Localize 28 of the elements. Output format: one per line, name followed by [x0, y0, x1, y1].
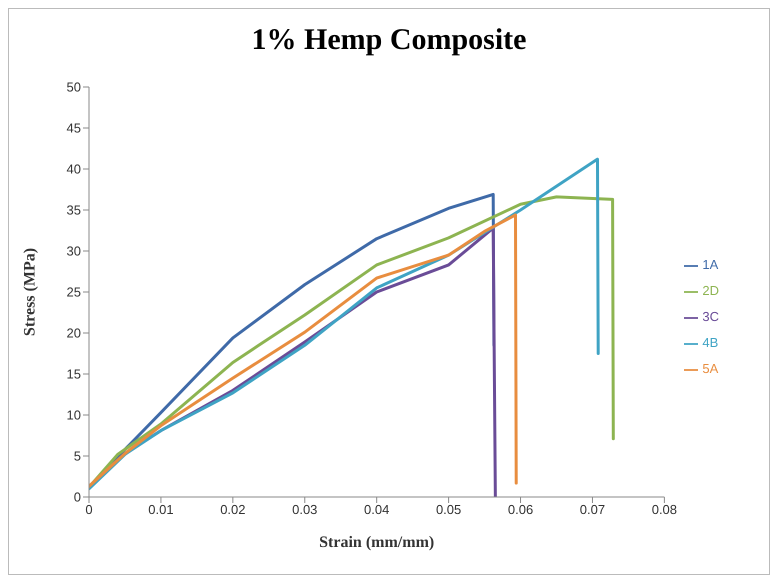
- y-tick-label: 0: [74, 490, 81, 505]
- x-tick-label: 0: [85, 502, 93, 518]
- y-tick-label: 35: [66, 202, 81, 218]
- y-tick-label: 10: [66, 408, 81, 423]
- x-tick-label: 0.03: [292, 502, 318, 518]
- y-axis-title: Stress (MPa): [22, 248, 39, 336]
- y-tick-label: 50: [66, 80, 81, 95]
- legend-label: 2D: [702, 283, 719, 298]
- y-tick-label: 5: [74, 448, 81, 464]
- x-tick-label: 0.07: [580, 502, 606, 518]
- legend-label: 4B: [702, 335, 718, 350]
- x-axis-title: Strain (mm/mm): [319, 534, 434, 551]
- x-tick-label: 0.01: [148, 502, 174, 518]
- x-tick-label: 0.04: [364, 502, 390, 518]
- chart-title: 1% Hemp Composite: [250, 22, 528, 58]
- y-tick-label: 30: [66, 244, 81, 259]
- legend-label: 5A: [702, 361, 718, 376]
- x-tick-label: 0.05: [436, 502, 462, 518]
- y-tick-label: 15: [66, 366, 81, 382]
- x-tick-label: 0.06: [508, 502, 534, 518]
- y-tick-label: 40: [66, 162, 81, 177]
- x-tick-label: 0.08: [652, 502, 678, 518]
- y-tick-label: 25: [66, 284, 81, 300]
- legend-label: 3C: [702, 309, 719, 324]
- y-tick-label: 45: [66, 120, 81, 136]
- x-tick-label: 0.02: [220, 502, 246, 518]
- y-tick-label: 20: [66, 326, 81, 341]
- legend-label: 1A: [702, 257, 718, 272]
